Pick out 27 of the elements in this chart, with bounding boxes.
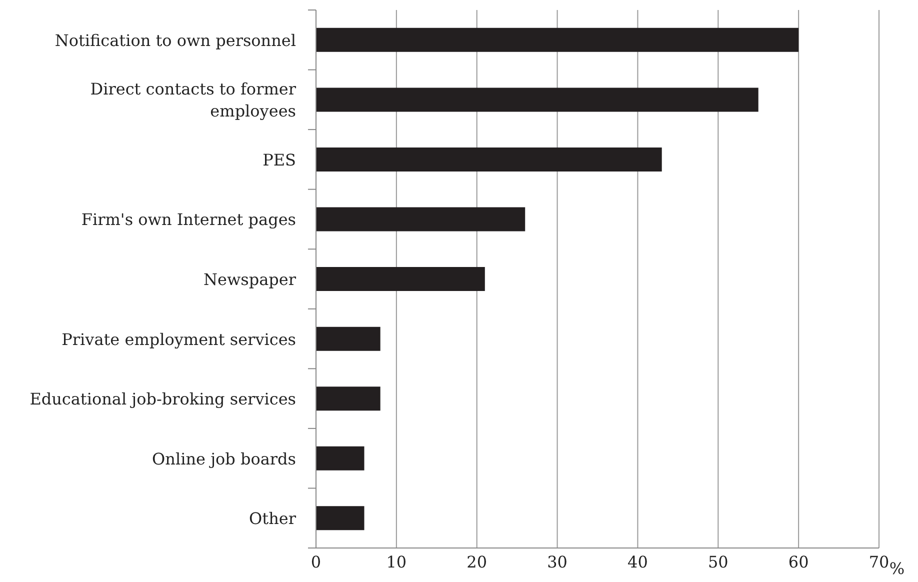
y-tick-label: PES (262, 150, 296, 169)
bar (316, 446, 364, 470)
x-tick-label: 50 (708, 552, 728, 572)
y-tick-label: Firm's own Internet pages (81, 210, 296, 229)
x-tick-label: 10 (386, 552, 407, 572)
bar (316, 207, 526, 232)
x-tick-label: 0 (310, 552, 322, 572)
bar (316, 147, 662, 172)
y-tick-label: Private employment services (62, 329, 296, 348)
bar (316, 267, 485, 292)
y-tick-label: Direct contacts to former employees (90, 79, 296, 120)
y-tick-label: Online job boards (152, 448, 296, 468)
x-tick-label: 40 (628, 552, 648, 572)
y-tick-label: Other (249, 508, 296, 528)
y-tick-label: Notification to own personnel (54, 30, 296, 50)
y-tick-label: Newspaper (203, 270, 296, 288)
bar (316, 28, 799, 52)
bar (316, 88, 758, 112)
x-tick-label: 70 (868, 552, 890, 572)
bar (316, 326, 380, 351)
x-tick-label: 60 (788, 552, 809, 572)
x-axis-title: % (889, 559, 905, 578)
y-tick-label: Educational job-broking services (30, 389, 296, 408)
bar (316, 386, 380, 411)
x-tick-label: 20 (466, 552, 488, 572)
x-tick-label: 30 (547, 552, 568, 572)
bar (316, 506, 364, 530)
